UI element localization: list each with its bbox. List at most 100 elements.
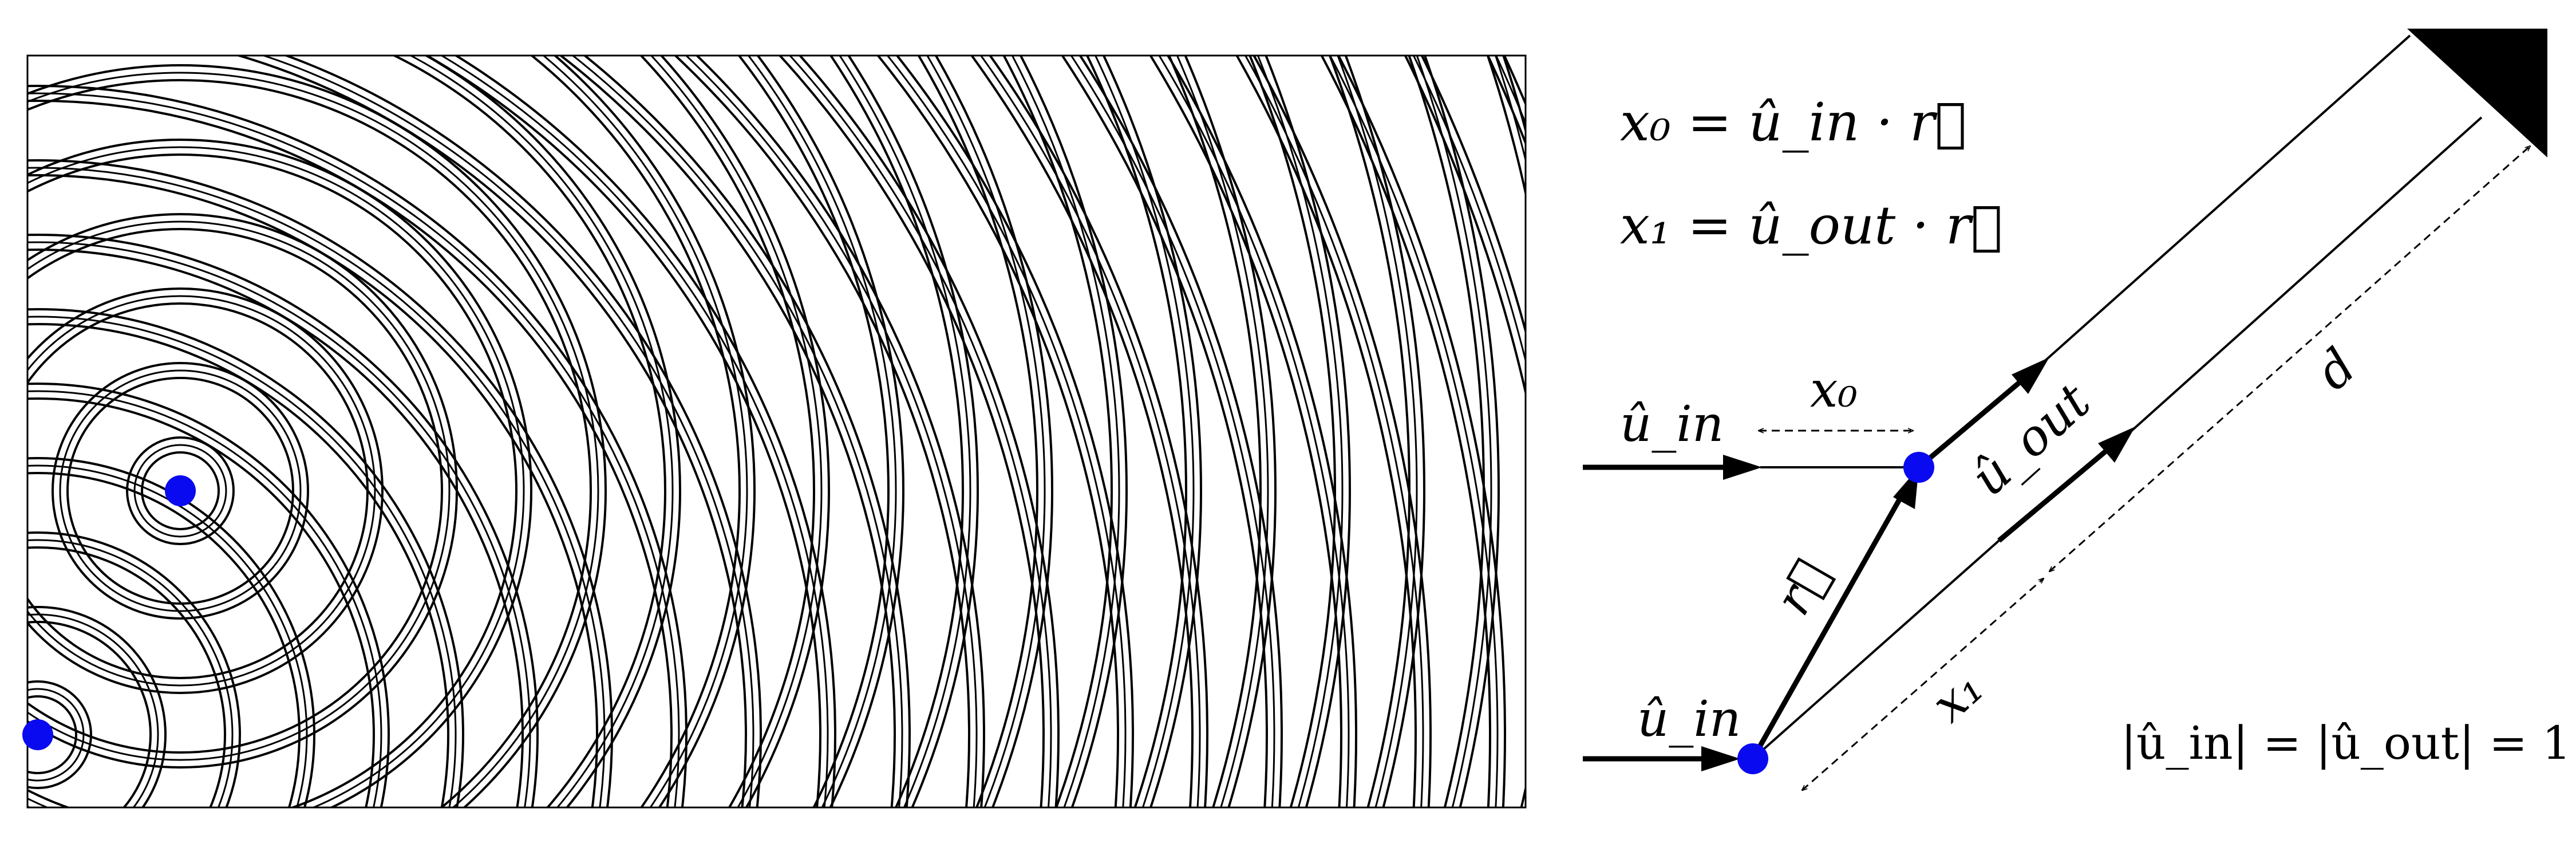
wavefront-ring <box>27 539 234 807</box>
wavefront-ring <box>27 680 92 789</box>
wavefront-ring <box>59 369 302 612</box>
wavefront-ring <box>777 56 1045 807</box>
wavefront-ring <box>970 56 1194 807</box>
wavefront-ring <box>27 92 680 807</box>
wavefront-ring <box>838 56 971 807</box>
wavefront-ring <box>1085 56 1187 807</box>
label-u-in-top: û_in <box>1620 396 1724 453</box>
wavefront-ring <box>27 546 226 807</box>
wavefront-ring <box>542 56 748 807</box>
wavefront-ring <box>27 621 152 807</box>
wavefront-ring <box>27 79 592 807</box>
wavefront-ring <box>1257 56 1343 807</box>
source-point-upper <box>165 475 196 506</box>
wavefront-ring <box>798 56 1060 807</box>
wavefront-ring <box>659 56 830 807</box>
wavefront-ring <box>27 613 159 807</box>
wavefront-ring <box>1264 56 1351 807</box>
wavefront-ring <box>27 241 531 807</box>
wavefront-ring <box>27 100 673 807</box>
norm-equation: |û_in| = |û_out| = 1 <box>2121 716 2571 770</box>
wavefront-ring <box>1244 56 1424 807</box>
source-point-lower <box>22 719 53 750</box>
scatter-point-upper <box>1903 452 1934 483</box>
wavefront-ring <box>27 287 384 694</box>
equation-x1: x₁ = û_out · r⃗ <box>1620 195 2002 256</box>
wavefront-ring <box>52 362 309 620</box>
outgoing-ray-upper-thin <box>2037 34 2411 368</box>
wavefront-ring <box>876 56 1119 807</box>
wavefront-ring <box>260 56 754 807</box>
wavefront-ring <box>1094 56 1194 807</box>
wavefront-ring <box>0 0 1877 859</box>
wavefront-ring <box>1011 56 1120 807</box>
wavefront-ring <box>1002 56 1113 807</box>
wavefront-ring <box>788 56 1052 807</box>
wavefront-ring <box>27 249 524 807</box>
wavefront-ring <box>391 56 666 807</box>
wavefront-ring <box>27 220 451 761</box>
wavefront-ring <box>1502 56 1526 136</box>
wavefront-rings <box>0 0 1877 859</box>
wavefront-ring <box>408 56 674 807</box>
arrowhead-in-top <box>1723 455 1762 480</box>
wavefront-ring <box>66 377 294 605</box>
wavefront-ring <box>747 56 897 807</box>
wavefront-ring <box>1078 56 1283 807</box>
wavefront-ring <box>27 308 464 807</box>
wavefront-ring <box>1344 56 1425 807</box>
label-u-out: û_out <box>1961 372 2101 507</box>
wavefront-ring <box>27 146 525 807</box>
wavefront-ring <box>650 56 823 807</box>
wavefront-ring <box>1176 56 1269 807</box>
wavefront-ring <box>27 153 517 807</box>
label-r: r⃗ <box>1764 550 1840 624</box>
wavefront-ring <box>1415 56 1492 807</box>
wavefront-ring <box>1235 56 1417 807</box>
wavefront-ring <box>1184 56 1277 807</box>
label-d: d <box>2305 337 2367 401</box>
wavefront-ring <box>27 688 85 782</box>
wavefront-ring <box>530 56 741 807</box>
wavefront-ring <box>453 56 836 807</box>
wavefront-ring <box>1319 56 1491 807</box>
wavefront-ring <box>1252 56 1432 807</box>
outgoing-ray-upper-thick <box>1917 379 2022 470</box>
label-x1: x₁ <box>1921 659 1994 734</box>
wavefront-ring <box>1336 56 1417 807</box>
wavefront-ring <box>886 56 1126 807</box>
wavefront-ring <box>847 56 979 807</box>
scatter-point-lower <box>1737 743 1768 774</box>
wavefront-ring <box>685 56 978 807</box>
wavefront-ring <box>0 0 1871 859</box>
wavefront-ring <box>1337 56 1506 807</box>
wavefront-ring <box>695 56 985 807</box>
wavefront-ring <box>1423 56 1500 807</box>
wavefront-ring <box>424 56 821 807</box>
label-x0: x₀ <box>1810 361 1858 419</box>
wavefront-ring <box>916 56 1038 807</box>
wavefront-ring <box>737 56 890 807</box>
wavefront-ring <box>27 228 443 754</box>
wavefront-ring <box>27 457 315 807</box>
wavefront-ring <box>934 56 1053 807</box>
geometry-panel: x₀ = û_in · r⃗ x₁ = û_out · r⃗ û_in x₀ û… <box>1583 29 2571 790</box>
wavefront-ring <box>0 0 1870 859</box>
wavefront-ring <box>1019 56 1128 807</box>
wavefront-ring <box>1412 56 1526 366</box>
wavefront-ring <box>27 295 376 687</box>
detector-wedge <box>2407 29 2547 157</box>
wavefront-ring <box>639 56 815 807</box>
wavefront-ring <box>27 159 613 807</box>
interference-panel <box>0 0 1877 859</box>
wavefront-ring <box>27 531 241 807</box>
wavefront-ring <box>27 316 457 807</box>
wavefront-ring <box>895 56 1134 807</box>
wavefront-ring <box>926 56 1046 807</box>
arrowhead-in-bottom <box>1701 746 1740 771</box>
wavefront-ring <box>1328 56 1498 807</box>
wavefront-ring <box>582 56 911 807</box>
wavefront-ring <box>27 167 606 807</box>
wavefront-ring <box>27 139 532 807</box>
wavefront-ring <box>673 56 970 807</box>
